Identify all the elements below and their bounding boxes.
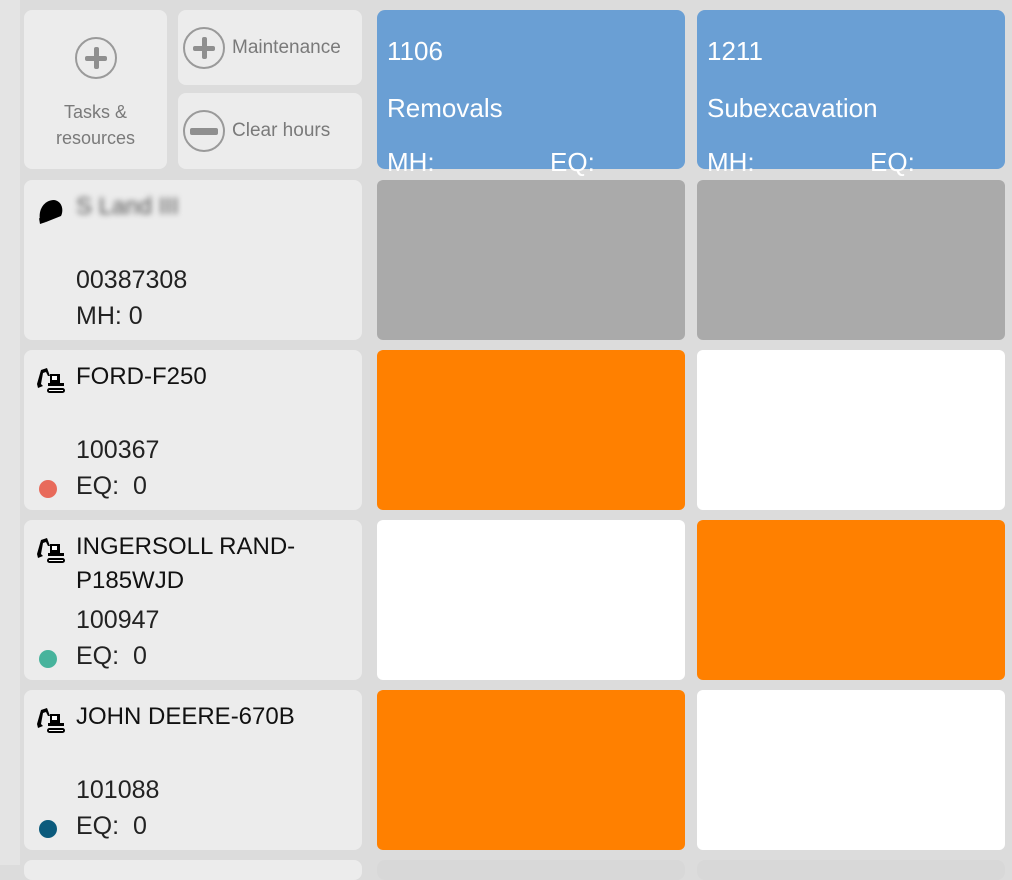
status-dot xyxy=(39,480,57,498)
resource-number: 100367 xyxy=(76,436,160,464)
status-dot xyxy=(39,820,57,838)
plus-icon xyxy=(183,26,225,69)
task-header-1106[interactable]: 1106 Removals MH: EQ: xyxy=(377,10,685,177)
cell-partial[interactable] xyxy=(697,860,1005,880)
assignment-cell-orange[interactable] xyxy=(697,520,1005,680)
assignment-cell-gray[interactable] xyxy=(377,180,685,340)
minus-icon xyxy=(183,110,225,152)
resource-hours: EQ: 0 xyxy=(76,472,147,500)
task-code: 1106 xyxy=(387,36,443,66)
task-mh-label: MH: xyxy=(387,147,435,177)
assignment-cell-white[interactable] xyxy=(377,520,685,680)
excavator-icon xyxy=(34,364,66,396)
resource-name: S Land III xyxy=(76,193,179,220)
excavator-icon xyxy=(34,534,66,566)
tasks-resources-button[interactable]: Tasks & resources xyxy=(24,10,167,169)
excavator-icon xyxy=(34,704,66,736)
plus-icon xyxy=(74,37,117,79)
resource-card[interactable]: S Land III 00387308 MH: 0 xyxy=(24,180,362,340)
assignment-cell-white[interactable] xyxy=(697,350,1005,510)
task-name: Subexcavation xyxy=(707,93,878,123)
maintenance-label: Maintenance xyxy=(232,36,341,58)
resource-name: JOHN DEERE-670B xyxy=(76,703,295,730)
task-header-1211[interactable]: 1211 Subexcavation MH: EQ: xyxy=(697,10,1005,177)
resource-card[interactable]: FORD-F250 100367 EQ: 0 xyxy=(24,350,362,510)
clear-hours-button[interactable]: Clear hours xyxy=(178,93,362,169)
assignment-cell-orange[interactable] xyxy=(377,350,685,510)
maintenance-button[interactable]: Maintenance xyxy=(178,10,362,85)
task-eq-label: EQ: xyxy=(550,147,595,177)
clear-hours-label: Clear hours xyxy=(232,120,331,141)
resource-card-partial[interactable] xyxy=(24,860,362,880)
task-code: 1211 xyxy=(707,36,763,66)
resource-number: 100947 xyxy=(76,606,160,634)
assignment-cell-orange[interactable] xyxy=(377,690,685,850)
resource-hours: EQ: 0 xyxy=(76,642,147,670)
task-eq-label: EQ: xyxy=(870,147,915,177)
resource-number: 00387308 xyxy=(76,266,188,294)
task-name: Removals xyxy=(387,93,503,123)
resource-card[interactable]: INGERSOLL RAND-P185WJD 100947 EQ: 0 xyxy=(24,520,362,680)
resource-name: FORD-F250 xyxy=(76,363,207,390)
resource-hours: EQ: 0 xyxy=(76,812,147,840)
hard-hat-icon xyxy=(34,194,66,226)
task-mh-label: MH: xyxy=(707,147,755,177)
assignment-cell-white[interactable] xyxy=(697,690,1005,850)
resource-number: 101088 xyxy=(76,776,160,804)
resource-hours: MH: 0 xyxy=(76,302,143,330)
resource-name: INGERSOLL RAND-P185WJD xyxy=(76,533,296,594)
assignment-cell-gray[interactable] xyxy=(697,180,1005,340)
resource-card[interactable]: JOHN DEERE-670B 101088 EQ: 0 xyxy=(24,690,362,850)
tasks-resources-label: Tasks & resources xyxy=(55,102,136,148)
left-edge xyxy=(0,0,20,865)
cell-partial[interactable] xyxy=(377,860,685,880)
status-dot xyxy=(39,650,57,668)
